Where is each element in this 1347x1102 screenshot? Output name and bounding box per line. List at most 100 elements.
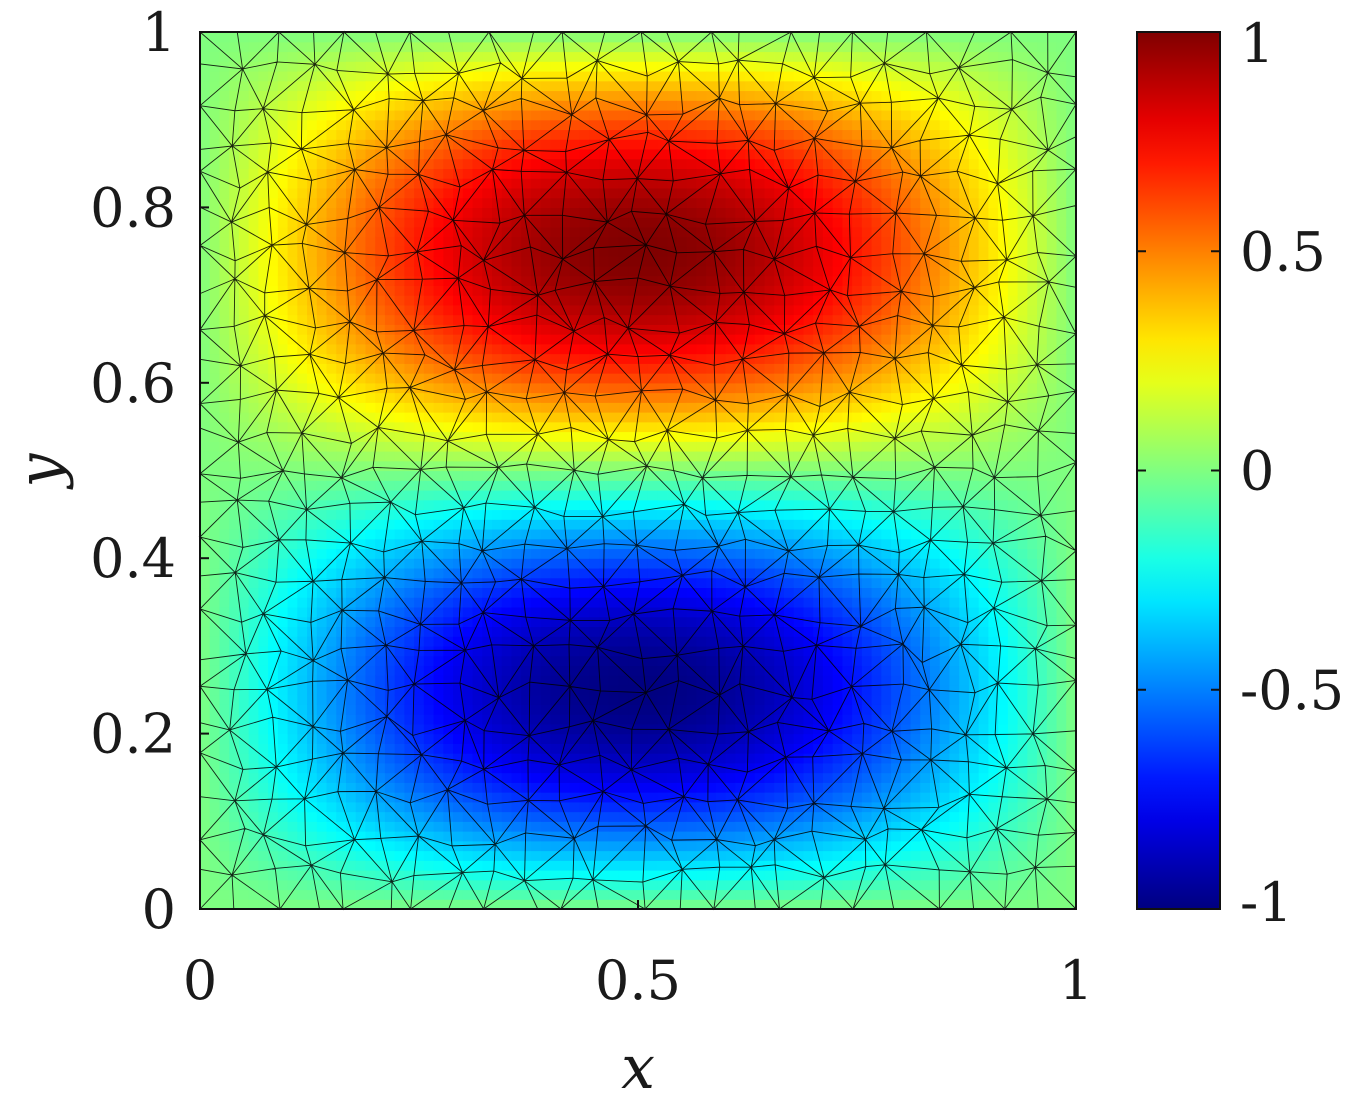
field-cell bbox=[258, 129, 269, 140]
field-cell bbox=[433, 100, 444, 111]
field-cell bbox=[706, 528, 717, 540]
field-cell bbox=[287, 139, 298, 150]
field-cell bbox=[550, 840, 561, 852]
field-cell bbox=[492, 519, 503, 530]
field-cell bbox=[248, 889, 259, 900]
field-cell bbox=[394, 70, 405, 82]
field-cell bbox=[472, 70, 483, 82]
field-cell bbox=[618, 119, 629, 131]
field-cell bbox=[462, 256, 474, 267]
field-cell bbox=[521, 782, 532, 793]
field-cell bbox=[599, 363, 610, 374]
field-cell bbox=[706, 402, 717, 413]
field-cell bbox=[297, 187, 308, 199]
field-cell bbox=[200, 499, 211, 511]
field-cell bbox=[229, 733, 240, 744]
field-cell bbox=[268, 285, 279, 296]
field-cell bbox=[657, 295, 668, 306]
field-cell bbox=[248, 733, 259, 744]
field-cell bbox=[472, 51, 483, 62]
field-cell bbox=[511, 236, 522, 247]
field-cell bbox=[608, 743, 620, 754]
field-cell bbox=[404, 850, 415, 861]
field-cell bbox=[248, 41, 259, 53]
field-cell bbox=[521, 899, 532, 910]
field-cell bbox=[462, 246, 474, 257]
field-cell bbox=[599, 304, 610, 316]
field-cell bbox=[258, 100, 269, 111]
field-cell bbox=[307, 402, 318, 413]
field-cell bbox=[530, 119, 542, 131]
field-cell bbox=[355, 343, 367, 355]
field-cell bbox=[530, 480, 542, 491]
field-cell bbox=[238, 119, 250, 131]
field-cell bbox=[326, 392, 337, 403]
field-cell bbox=[433, 655, 444, 666]
field-cell bbox=[238, 528, 250, 540]
field-cell bbox=[414, 801, 425, 813]
field-cell bbox=[501, 187, 513, 199]
field-cell bbox=[667, 489, 678, 501]
field-cell bbox=[472, 119, 483, 131]
field-cell bbox=[550, 129, 561, 140]
field-cell bbox=[521, 197, 532, 208]
field-cell bbox=[492, 265, 503, 277]
field-cell bbox=[258, 51, 269, 62]
field-cell bbox=[706, 860, 717, 871]
field-cell bbox=[686, 889, 697, 900]
field-cell bbox=[404, 363, 415, 374]
field-cell bbox=[336, 870, 347, 881]
field-cell bbox=[492, 889, 503, 900]
field-cell bbox=[238, 460, 250, 472]
field-cell bbox=[336, 519, 347, 530]
field-cell bbox=[375, 275, 386, 286]
field-cell bbox=[628, 636, 639, 647]
field-cell bbox=[238, 645, 250, 657]
field-cell bbox=[297, 470, 308, 481]
field-cell bbox=[608, 665, 620, 676]
field-cell bbox=[258, 655, 269, 666]
field-cell bbox=[307, 158, 318, 170]
field-cell bbox=[355, 509, 367, 520]
field-cell bbox=[706, 392, 717, 403]
field-cell bbox=[550, 509, 561, 520]
field-cell bbox=[423, 353, 435, 364]
field-cell bbox=[618, 373, 629, 384]
field-cell bbox=[638, 558, 649, 569]
field-cell bbox=[346, 178, 357, 189]
field-cell bbox=[550, 109, 561, 121]
field-cell bbox=[384, 733, 396, 744]
field-cell bbox=[355, 889, 367, 900]
field-cell bbox=[238, 187, 250, 199]
field-cell bbox=[200, 645, 211, 657]
field-cell bbox=[433, 382, 444, 394]
field-cell bbox=[346, 840, 357, 852]
field-cell bbox=[569, 743, 581, 754]
field-cell bbox=[297, 860, 308, 871]
field-cell bbox=[492, 148, 503, 160]
field-cell bbox=[492, 275, 503, 286]
field-cell bbox=[589, 655, 600, 666]
field-cell bbox=[336, 178, 347, 189]
field-cell bbox=[433, 489, 444, 501]
field-cell bbox=[404, 246, 415, 257]
field-cell bbox=[608, 61, 620, 72]
field-cell bbox=[715, 441, 727, 452]
field-cell bbox=[599, 353, 610, 364]
field-cell bbox=[423, 597, 435, 608]
field-cell bbox=[365, 889, 376, 900]
field-cell bbox=[530, 256, 542, 267]
field-cell bbox=[277, 782, 289, 793]
field-cell bbox=[375, 363, 386, 374]
field-cell bbox=[667, 840, 678, 852]
field-cell bbox=[530, 714, 542, 725]
field-cell bbox=[472, 616, 483, 628]
field-cell bbox=[492, 373, 503, 384]
field-cell bbox=[511, 207, 522, 218]
field-cell bbox=[638, 90, 649, 101]
field-cell bbox=[647, 577, 659, 589]
field-cell bbox=[511, 178, 522, 189]
field-cell bbox=[287, 577, 298, 589]
field-cell bbox=[579, 256, 590, 267]
field-cell bbox=[297, 61, 308, 72]
